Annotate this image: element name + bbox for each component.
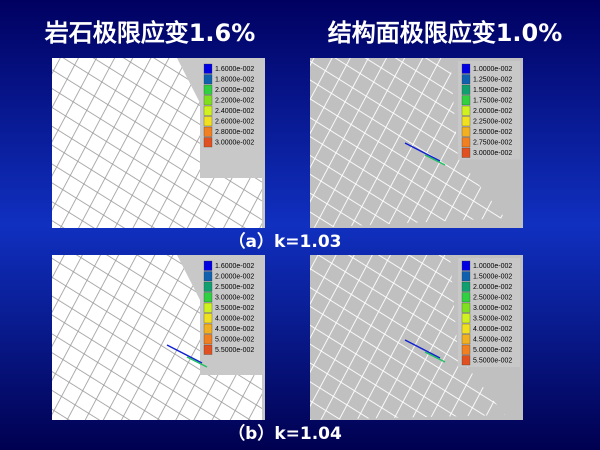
legend-swatch	[461, 323, 471, 334]
caption: （b）k=1.04	[228, 423, 342, 444]
legend-label: 3.5000e-002	[473, 316, 512, 323]
legend-label: 4.5000e-002	[215, 326, 254, 333]
legend-label: 4.5000e-002	[473, 337, 512, 344]
legend-label: 1.8000e-002	[215, 77, 254, 84]
legend-label: 1.6000e-002	[215, 66, 254, 73]
panel: 1.0000e-002 1.2500e-002 1.5000e-002 1.7500e…	[310, 58, 523, 228]
legend-swatch	[461, 260, 471, 271]
legend-swatch	[203, 84, 213, 95]
legend-swatch	[461, 105, 471, 116]
legend-swatch	[203, 292, 213, 303]
crack	[404, 339, 441, 359]
legend-swatch	[461, 313, 471, 324]
legend-swatch	[203, 281, 213, 292]
panel: 1.6000e-002 1.8000e-002 2.0000e-002 2.2000e…	[52, 58, 265, 228]
legend-swatch	[203, 116, 213, 127]
legend-swatch	[461, 74, 471, 85]
legend-swatch	[203, 63, 213, 74]
legend-swatch	[203, 137, 213, 148]
legend-swatch	[461, 292, 471, 303]
legend-swatch	[461, 344, 471, 355]
caption: （a）k=1.03	[229, 231, 342, 252]
legend-label: 2.8000e-002	[215, 129, 254, 136]
legend-label: 4.0000e-002	[215, 316, 254, 323]
legend-label: 2.0000e-002	[473, 284, 512, 291]
legend-label: 2.0000e-002	[473, 108, 512, 115]
legend-swatch	[461, 63, 471, 74]
legend-label: 1.6000e-002	[215, 263, 254, 270]
panel: 1.6000e-002 2.0000e-002 2.5000e-002 3.0000e…	[52, 255, 265, 420]
legend-label: 2.7500e-002	[473, 140, 512, 147]
legend-label: 4.0000e-002	[473, 326, 512, 333]
legend-swatch	[461, 355, 471, 366]
legend-label: 2.5000e-002	[473, 129, 512, 136]
panel: 1.0000e-002 1.5000e-002 2.0000e-002 2.5000e…	[310, 255, 523, 420]
legend-swatch	[203, 126, 213, 137]
crack	[166, 344, 203, 364]
crack	[424, 154, 446, 166]
legend-label: 2.5000e-002	[473, 295, 512, 302]
left-title: 岩石极限应变1.6%	[44, 19, 256, 47]
legend-label: 3.5000e-002	[215, 305, 254, 312]
legend-swatch	[461, 302, 471, 313]
legend-swatch	[203, 260, 213, 271]
legend-label: 2.2500e-002	[473, 119, 512, 126]
legend-label: 1.5000e-002	[473, 87, 512, 94]
legend-swatch	[461, 137, 471, 148]
crack	[424, 351, 446, 363]
legend-swatch	[461, 116, 471, 127]
legend-label: 5.5000e-002	[473, 358, 512, 365]
legend-label: 3.0000e-002	[215, 140, 254, 147]
legend-label: 1.0000e-002	[473, 66, 512, 73]
legend-label: 2.6000e-002	[215, 119, 254, 126]
legend-label: 1.2500e-002	[473, 77, 512, 84]
legend-swatch	[203, 74, 213, 85]
legend-label: 1.5000e-002	[473, 274, 512, 281]
legend-swatch	[203, 95, 213, 106]
legend-swatch	[461, 271, 471, 282]
legend-swatch	[203, 313, 213, 324]
legend-swatch	[203, 344, 213, 355]
legend-label: 2.5000e-002	[215, 284, 254, 291]
legend-swatch	[461, 147, 471, 158]
legend-swatch	[203, 271, 213, 282]
crack	[404, 142, 441, 162]
legend-swatch	[203, 323, 213, 334]
legend-label: 3.0000e-002	[473, 150, 512, 157]
legend-swatch	[203, 105, 213, 116]
legend-swatch	[461, 126, 471, 137]
legend-swatch	[203, 334, 213, 345]
legend-swatch	[461, 281, 471, 292]
legend-label: 5.0000e-002	[473, 347, 512, 354]
legend-label: 1.7500e-002	[473, 98, 512, 105]
legend-swatch	[203, 302, 213, 313]
crack	[186, 356, 208, 368]
legend-label: 5.0000e-002	[215, 337, 254, 344]
legend-swatch	[461, 84, 471, 95]
legend-label: 1.0000e-002	[473, 263, 512, 270]
legend-label: 2.4000e-002	[215, 108, 254, 115]
legend-label: 2.0000e-002	[215, 274, 254, 281]
legend-label: 3.0000e-002	[215, 295, 254, 302]
legend-swatch	[461, 334, 471, 345]
legend-label: 2.0000e-002	[215, 87, 254, 94]
right-title: 结构面极限应变1.0%	[328, 19, 563, 47]
legend-label: 2.2000e-002	[215, 98, 254, 105]
legend-swatch	[461, 95, 471, 106]
legend-label: 3.0000e-002	[473, 305, 512, 312]
legend-label: 5.5000e-002	[215, 347, 254, 354]
